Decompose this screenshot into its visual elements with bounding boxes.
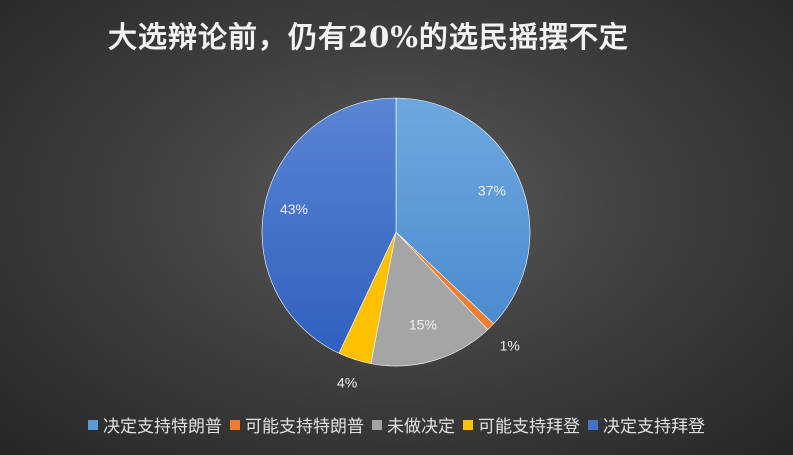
data-label: 37% [478, 182, 506, 198]
legend-item: 决定支持拜登 [588, 412, 705, 437]
data-label: 15% [409, 317, 437, 333]
pie-slice [395, 97, 531, 325]
pie-slice [261, 97, 397, 354]
legend-label: 决定支持拜登 [603, 417, 705, 437]
legend-label: 未做决定 [387, 417, 455, 437]
legend-swatch [88, 419, 98, 430]
legend-item: 决定支持特朗普 [88, 412, 222, 437]
legend-swatch [372, 419, 382, 430]
legend-item: 可能支持拜登 [463, 412, 580, 437]
data-label: 4% [337, 374, 357, 390]
legend-item: 未做决定 [372, 412, 455, 437]
legend-label: 可能支持拜登 [478, 417, 580, 437]
legend-item: 可能支持特朗普 [230, 412, 364, 437]
legend-swatch [230, 419, 240, 430]
pie-slice [370, 231, 489, 367]
legend: 决定支持特朗普 可能支持特朗普 未做决定 可能支持拜登 决定支持拜登 [0, 412, 793, 437]
legend-label: 决定支持特朗普 [103, 417, 222, 437]
legend-label: 可能支持特朗普 [245, 417, 364, 437]
legend-swatch [463, 419, 473, 430]
data-label: 43% [280, 201, 308, 217]
data-label: 1% [500, 338, 520, 354]
chart-title: 大选辩论前，仍有20%的选民摇摆不定 [108, 20, 629, 54]
legend-swatch [588, 419, 598, 430]
